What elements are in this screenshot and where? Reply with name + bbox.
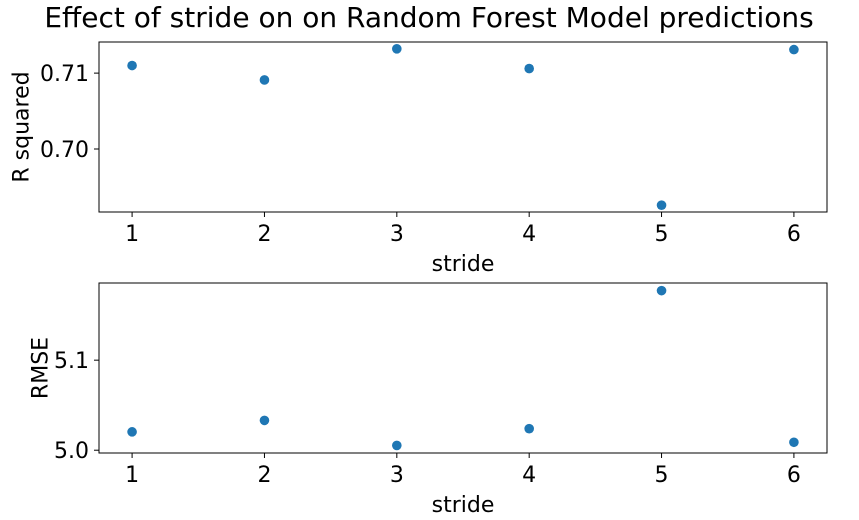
r-squared-xtick-label: 3: [390, 222, 404, 247]
rmse-point-stride-6: [789, 437, 799, 448]
r-squared-axes-frame: [98, 41, 828, 213]
rmse-point-stride-4: [524, 423, 534, 434]
rmse-xtick-label: 3: [390, 463, 404, 488]
r-squared-point-stride-2: [259, 75, 270, 85]
rmse-point-stride-5: [656, 285, 667, 296]
rmse-point-stride-3: [392, 440, 402, 451]
r-squared-point-stride-4: [524, 63, 534, 74]
r-squared-y-axis-label: R squared: [10, 71, 35, 182]
rmse-xtick-label: 4: [522, 463, 536, 488]
rmse-ytick-label: 5.0: [54, 439, 89, 464]
rmse-xtick-label: 2: [257, 463, 271, 488]
r-squared-xtick-label: 5: [655, 222, 669, 247]
r-squared-plot: 1 2 3 4 5 6 0.70 0.71 stride R squared: [10, 41, 828, 277]
rmse-point-stride-2: [259, 415, 270, 426]
chart-title: Effect of stride on on Random Forest Mod…: [44, 1, 813, 34]
rmse-axes-frame: [98, 282, 828, 454]
rmse-xtick-label: 6: [787, 463, 801, 488]
r-squared-point-stride-5: [656, 200, 667, 210]
r-squared-x-axis-label: stride: [432, 252, 495, 277]
r-squared-ytick-label: 0.70: [40, 138, 89, 163]
r-squared-point-stride-6: [789, 44, 799, 55]
rmse-xtick-label: 1: [125, 463, 139, 488]
rmse-ytick-label: 5.1: [54, 349, 89, 374]
r-squared-point-stride-3: [392, 44, 402, 54]
rmse-plot: 1 2 3 4 5 6 5.0 5.1 stride RMSE: [29, 282, 828, 518]
rmse-y-axis-label: RMSE: [29, 337, 54, 399]
r-squared-ytick-label: 0.71: [40, 62, 89, 87]
rmse-xtick-label: 5: [655, 463, 669, 488]
rmse-point-stride-1: [127, 427, 137, 437]
r-squared-xtick-label: 4: [522, 222, 536, 247]
r-squared-xtick-label: 2: [257, 222, 271, 247]
r-squared-point-stride-1: [127, 60, 137, 71]
rmse-x-axis-label: stride: [432, 493, 495, 518]
r-squared-xtick-label: 6: [787, 222, 801, 247]
r-squared-xtick-label: 1: [125, 222, 139, 247]
